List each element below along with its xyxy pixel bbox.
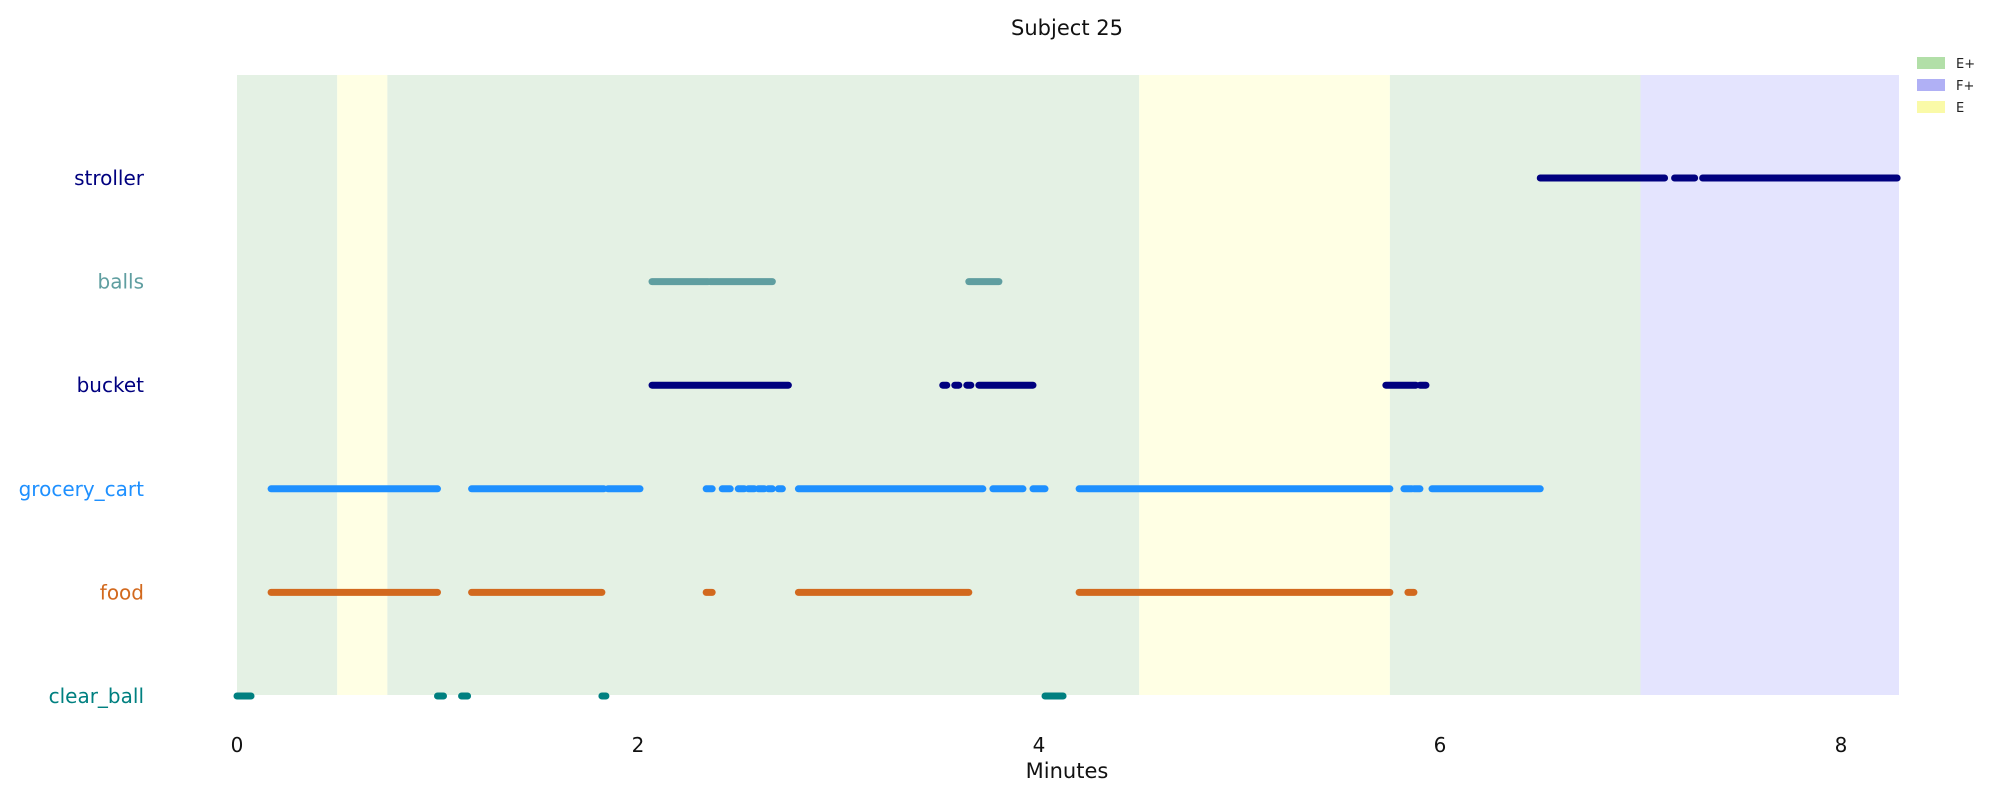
background-span — [337, 75, 388, 695]
y-tick-label: grocery_cart — [19, 477, 145, 501]
legend-label: E — [1956, 101, 1964, 116]
legend-label: E+ — [1956, 57, 1975, 72]
background-span — [1640, 75, 1899, 695]
legend-swatch — [1917, 101, 1945, 113]
legend-swatch — [1917, 79, 1945, 91]
activity-segments — [233, 174, 1901, 700]
x-axis-ticks: 0 2 4 6 8 — [231, 733, 1848, 757]
x-tick-label: 0 — [231, 733, 244, 757]
y-tick-label: bucket — [77, 373, 145, 397]
legend-swatch — [1917, 57, 1945, 69]
x-tick-label: 2 — [632, 733, 645, 757]
background-span — [1139, 75, 1390, 695]
y-tick-label: stroller — [74, 166, 145, 190]
y-tick-label: balls — [98, 270, 144, 294]
background-span — [237, 75, 338, 695]
x-axis-label: Minutes — [1026, 759, 1109, 783]
y-tick-label: clear_ball — [49, 684, 144, 708]
x-tick-label: 6 — [1434, 733, 1447, 757]
legend-label: F+ — [1956, 79, 1974, 94]
y-tick-label: food — [100, 580, 144, 604]
legend: E+ F+ E — [1917, 57, 1975, 116]
x-tick-label: 8 — [1835, 733, 1848, 757]
background-spans — [237, 75, 1899, 695]
chart-title: Subject 25 — [1011, 16, 1123, 40]
x-tick-label: 4 — [1033, 733, 1046, 757]
